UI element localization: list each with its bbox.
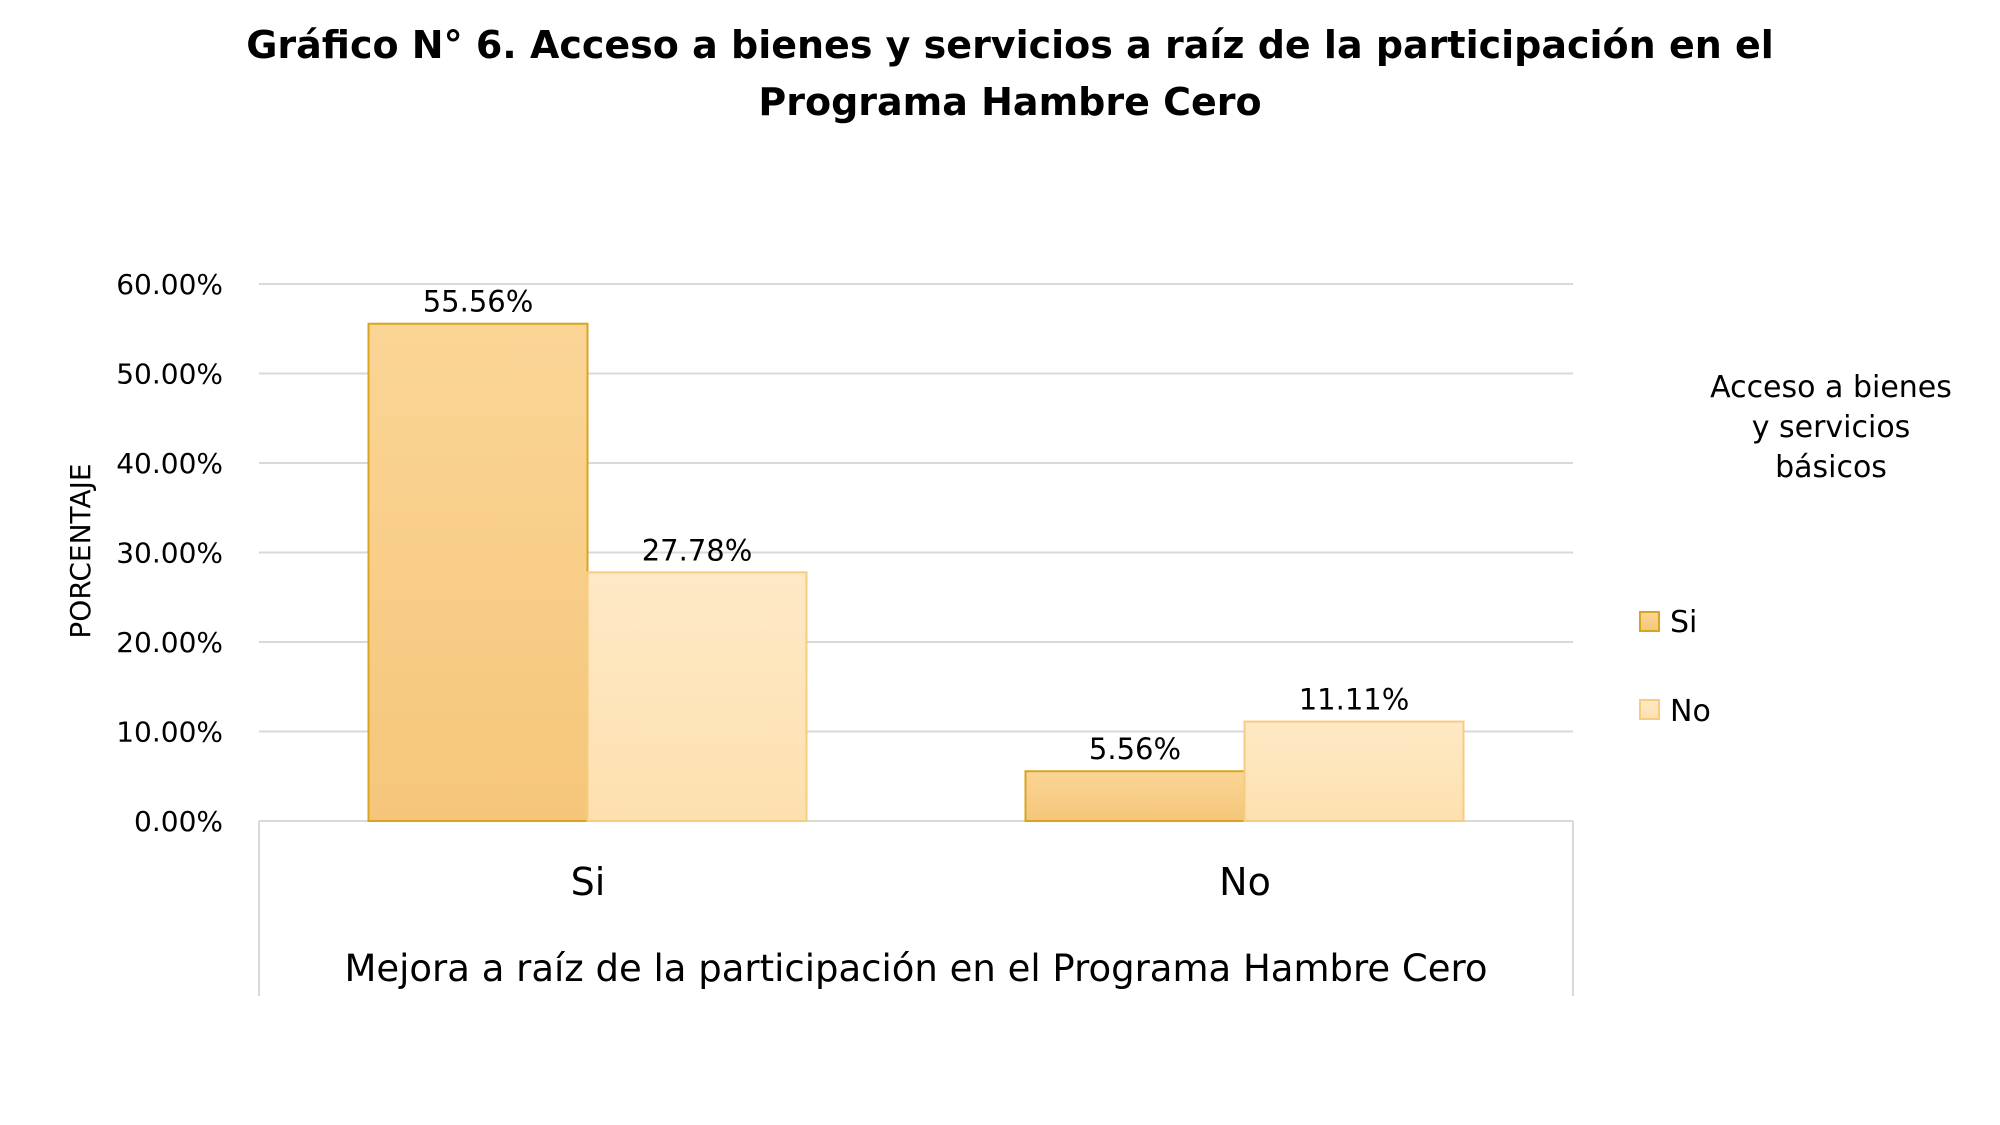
legend-swatch-no: [1639, 699, 1660, 720]
data-label: 11.11%: [1299, 683, 1410, 717]
y-tick-label: 50.00%: [116, 358, 223, 391]
y-tick-label: 10.00%: [116, 716, 223, 749]
y-axis-title: PORCENTAJE: [64, 463, 97, 638]
data-label: 55.56%: [423, 285, 534, 319]
bar-no-si: [586, 571, 808, 823]
y-tick-label: 0.00%: [134, 805, 223, 838]
legend-title-2: y servicios: [1752, 410, 1911, 445]
y-tick-label: 30.00%: [116, 537, 223, 570]
bar-no-no: [1243, 720, 1465, 822]
legend-label-si: Si: [1670, 605, 1697, 640]
x-tick-label-si: Si: [571, 860, 606, 904]
data-label: 27.78%: [642, 533, 753, 567]
chart-title-line-1: Gráfico N° 6. Acceso a bienes y servicio…: [246, 23, 1774, 67]
legend-title-3: básicos: [1775, 450, 1887, 485]
legend-title-1: Acceso a bienes: [1710, 370, 1952, 405]
x-axis-title: Mejora a raíz de la participación en el …: [344, 947, 1487, 990]
chart-title-line-2: Programa Hambre Cero: [758, 80, 1261, 124]
y-tick-label: 20.00%: [116, 626, 223, 659]
legend-label-no: No: [1670, 694, 1711, 729]
legend-swatch-si: [1639, 611, 1660, 632]
y-tick-label: 60.00%: [116, 268, 223, 301]
y-tick-label: 40.00%: [116, 447, 223, 480]
x-tick-label-no: No: [1219, 860, 1271, 904]
bar-si-no: [1024, 770, 1246, 822]
data-label: 5.56%: [1089, 732, 1181, 766]
bar-si-si: [367, 322, 589, 822]
